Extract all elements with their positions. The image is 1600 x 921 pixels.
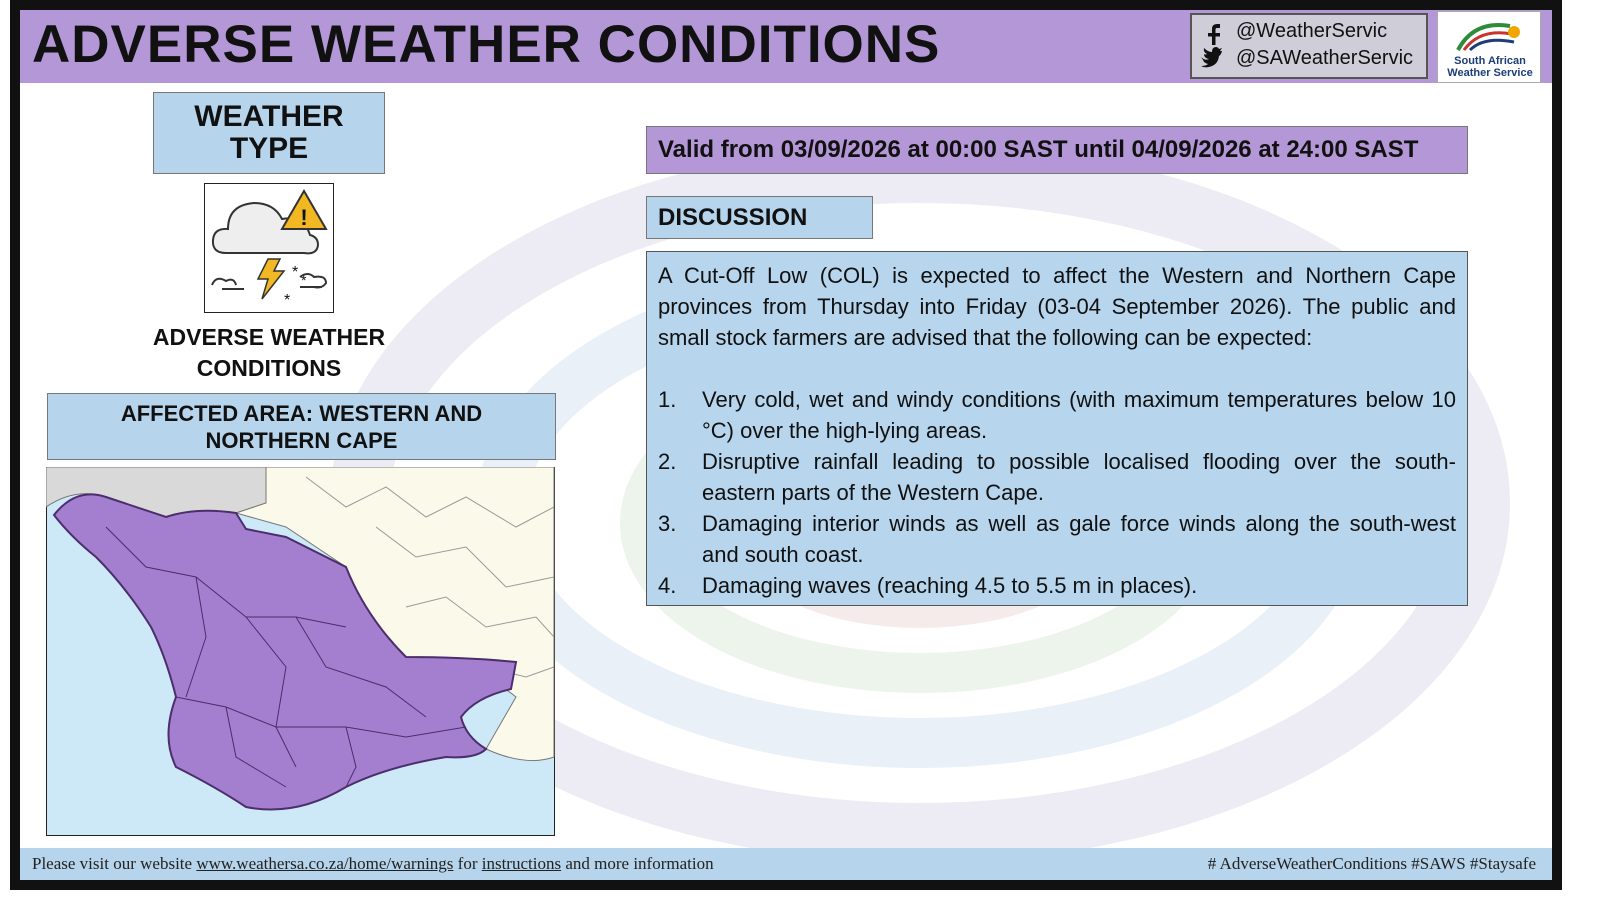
footer: Please visit our website www.weathersa.c… — [20, 848, 1552, 880]
footer-left: Please visit our website www.weathersa.c… — [32, 854, 714, 874]
item-number: 1. — [658, 387, 677, 412]
svg-text:*: * — [284, 292, 290, 309]
discussion-item: 3. Damaging interior winds as well as gal… — [658, 508, 1456, 570]
footer-text: Please visit our website — [32, 854, 193, 873]
map — [46, 467, 555, 836]
facebook-handle: @WeatherServic — [1236, 20, 1388, 42]
instructions-link[interactable]: instructions — [481, 854, 562, 873]
item-number: 2. — [658, 449, 677, 474]
item-text: Very cold, wet and windy conditions (wit… — [702, 387, 1456, 443]
twitter-handle: @SAWeatherServic — [1236, 47, 1414, 69]
weather-icon: ! * * * — [204, 183, 334, 313]
social-box: @WeatherServic @SAWeatherServic — [1190, 13, 1428, 79]
logo-text: South African Weather Service — [1447, 55, 1533, 79]
weather-type-label: ADVERSE WEATHER CONDITIONS — [152, 324, 386, 381]
footer-text: and more information — [565, 854, 714, 873]
discussion-intro: A Cut-Off Low (COL) is expected to affec… — [658, 263, 1456, 350]
website-link[interactable]: www.weathersa.co.za/home/warnings — [196, 854, 454, 873]
logo: South African Weather Service — [1437, 11, 1541, 83]
validity: Valid from 03/09/2026 at 00:00 SAST unti… — [646, 126, 1468, 174]
svg-text:*: * — [301, 272, 307, 288]
social-icons — [1201, 24, 1222, 68]
discussion-list: 1. Very cold, wet and windy conditions (w… — [658, 384, 1456, 601]
item-number: 3. — [658, 511, 677, 536]
logo-mark — [1456, 23, 1520, 52]
svg-text:*: * — [292, 264, 298, 281]
item-text: Damaging waves (reaching 4.5 to 5.5 m in… — [702, 573, 1198, 598]
item-text: Damaging interior winds as well as gale … — [702, 511, 1456, 567]
footer-text: for — [457, 854, 478, 873]
header-title: ADVERSE WEATHER CONDITIONS — [32, 15, 941, 74]
item-number: 4. — [658, 573, 677, 598]
discussion-body: A Cut-Off Low (COL) is expected to affec… — [646, 251, 1468, 606]
discussion-heading: DISCUSSION — [646, 196, 873, 239]
svg-text:!: ! — [300, 205, 307, 230]
weather-type-heading: WEATHER TYPE — [153, 92, 385, 174]
discussion-item: 1. Very cold, wet and windy conditions (w… — [658, 384, 1456, 446]
item-text: Disruptive rainfall leading to possible … — [702, 449, 1456, 505]
discussion-item: 4. Damaging waves (reaching 4.5 to 5.5 m … — [658, 570, 1456, 601]
hashtags: # AdverseWeatherConditions #SAWS #Staysa… — [1207, 854, 1536, 873]
discussion-item: 2. Disruptive rainfall leading to possibl… — [658, 446, 1456, 508]
affected-area: AFFECTED AREA: WESTERN AND NORTHERN CAPE — [47, 393, 556, 460]
